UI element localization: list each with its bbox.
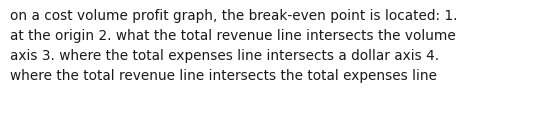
- Text: on a cost volume profit graph, the break-even point is located: 1.
at the origin: on a cost volume profit graph, the break…: [10, 9, 458, 83]
